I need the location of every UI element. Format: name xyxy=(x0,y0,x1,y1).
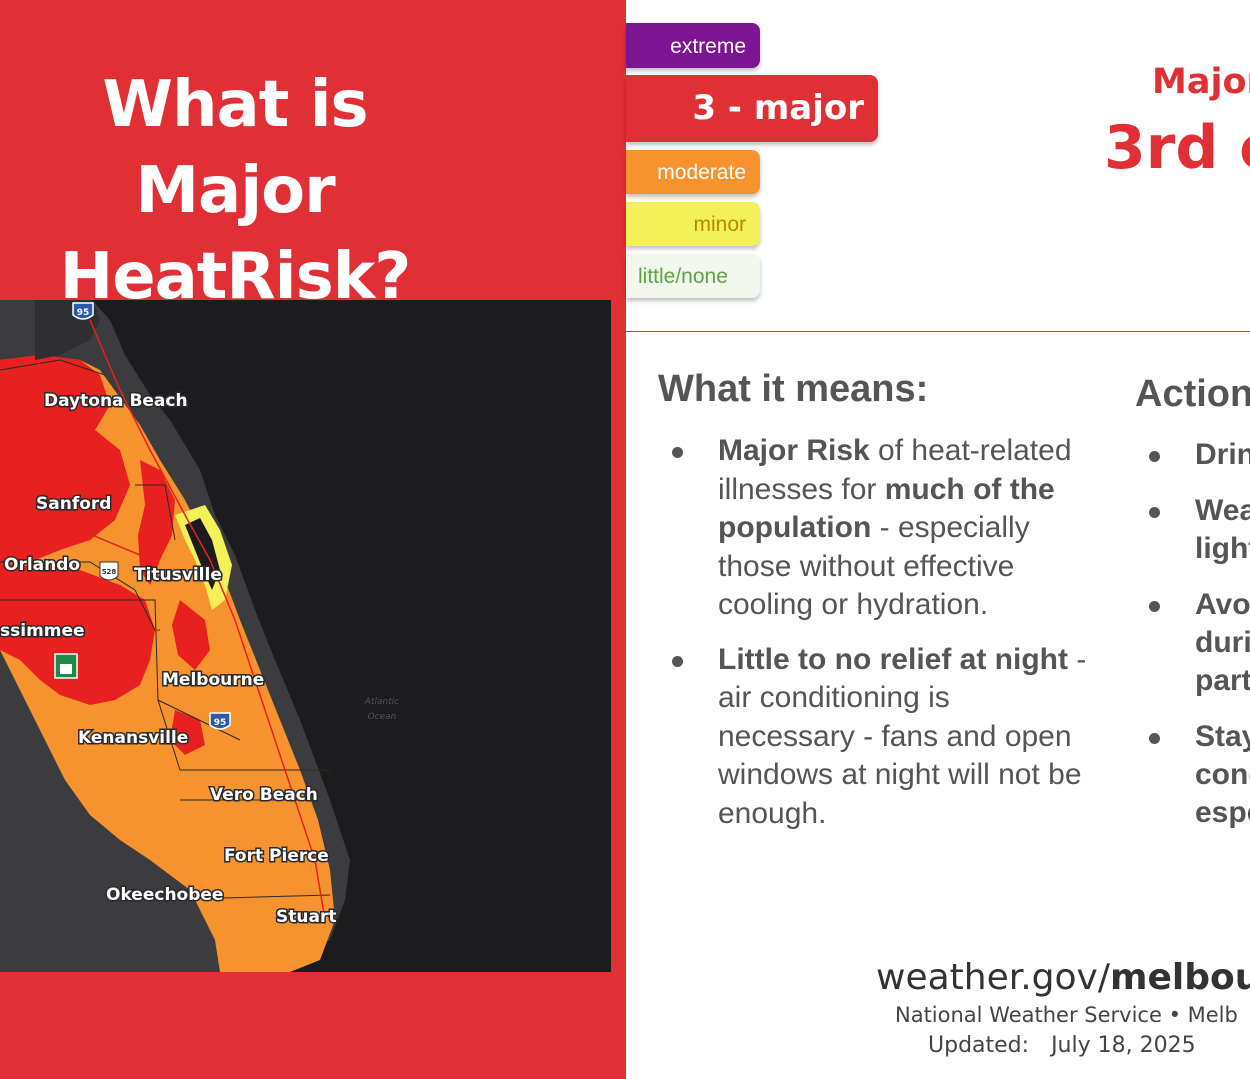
means-item-bold: much of the population xyxy=(718,472,1055,545)
list-item: Little to no relief at night - air condi… xyxy=(672,641,1088,834)
left-panel: What is Major HeatRisk? xyxy=(0,0,626,1079)
city-label: Stuart xyxy=(276,907,336,927)
section-divider xyxy=(626,331,1250,332)
list-item: Stay conc espe xyxy=(1149,718,1250,832)
interstate-shield-2: 95 xyxy=(209,712,231,730)
website-prefix: weather.gov/ xyxy=(876,957,1110,998)
office-name: National Weather Service • Melb xyxy=(895,1003,1238,1027)
city-label: Kenansville xyxy=(78,728,188,748)
legend-moderate: moderate xyxy=(626,150,760,194)
region-major-central xyxy=(0,562,155,705)
website-link[interactable]: weather.gov/melbou xyxy=(876,957,1250,998)
means-item-text: of heat-related illnesses for xyxy=(718,434,1072,506)
list-item: Wea light xyxy=(1149,492,1250,568)
toll-road-sign xyxy=(54,653,78,679)
heatrisk-map: 95 95 528 Daytona Beach Sanford Orlando … xyxy=(0,300,611,972)
legend-little-none: little/none xyxy=(626,254,760,298)
region-major-north xyxy=(0,355,130,562)
means-item-text: - especially those without effective coo… xyxy=(718,511,1030,621)
ocean-label: Ocean xyxy=(368,712,397,722)
what-it-means-list: Major Risk of heat-related illnesses for… xyxy=(672,432,1088,849)
region-major-coastal xyxy=(172,600,210,670)
actions-list: Drin Wea light Avo duri part Stay conc e… xyxy=(1149,436,1250,850)
updated-label: Updated: xyxy=(928,1033,1030,1058)
city-label: Titusville xyxy=(134,565,222,585)
legend-major: 3 - major xyxy=(626,75,878,142)
city-label: Melbourne xyxy=(162,670,264,690)
city-label: Okeechobee xyxy=(106,885,223,905)
interstate-shield-1: 95 xyxy=(72,302,94,320)
legend-extreme: extreme xyxy=(626,23,760,68)
map-graphic: 95 95 528 Daytona Beach Sanford Orlando … xyxy=(0,300,399,972)
svg-text:528: 528 xyxy=(102,568,117,576)
means-item-bold: Major Risk xyxy=(718,434,870,467)
city-label: Fort Pierce xyxy=(224,846,329,866)
legend-minor: minor xyxy=(626,202,760,246)
page-title: What is Major HeatRisk? xyxy=(0,62,470,320)
means-item-bold: Little to no relief at night xyxy=(718,642,1068,676)
risk-heading: Major xyxy=(1152,62,1250,102)
updated-line: Updated: July 18, 2025 xyxy=(928,1033,1196,1058)
what-it-means-title: What it means: xyxy=(658,368,929,410)
roads xyxy=(0,319,326,921)
ocean-label: Atlantic xyxy=(364,697,399,707)
city-label: Orlando xyxy=(4,555,80,575)
svg-text:95: 95 xyxy=(77,308,90,318)
title-line-1: What is Major xyxy=(102,68,368,228)
city-label: Daytona Beach xyxy=(44,391,188,411)
region-major-south xyxy=(170,710,205,755)
state-road-shield: 528 xyxy=(99,561,119,581)
list-item: Major Risk of heat-related illnesses for… xyxy=(672,432,1088,625)
list-item: Avo duri part xyxy=(1149,586,1250,700)
city-label: ssimmee xyxy=(0,621,85,641)
risk-level-heading: 3rd c xyxy=(1104,113,1250,183)
coast-dark xyxy=(185,518,220,590)
updated-date: July 18, 2025 xyxy=(1051,1033,1196,1058)
city-label: Vero Beach xyxy=(210,785,318,805)
county-lines xyxy=(0,359,331,901)
website-office: melbou xyxy=(1109,957,1250,998)
svg-text:95: 95 xyxy=(214,718,227,728)
city-label: Sanford xyxy=(36,494,111,514)
actions-title: Action xyxy=(1135,373,1250,415)
means-item-text: - air conditioning is necessary - fans a… xyxy=(718,642,1087,830)
list-item: Drin xyxy=(1149,436,1250,474)
